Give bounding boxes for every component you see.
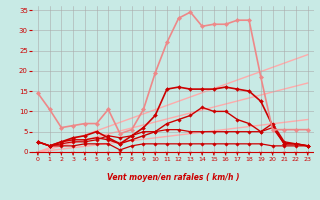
X-axis label: Vent moyen/en rafales ( km/h ): Vent moyen/en rafales ( km/h )	[107, 174, 239, 182]
